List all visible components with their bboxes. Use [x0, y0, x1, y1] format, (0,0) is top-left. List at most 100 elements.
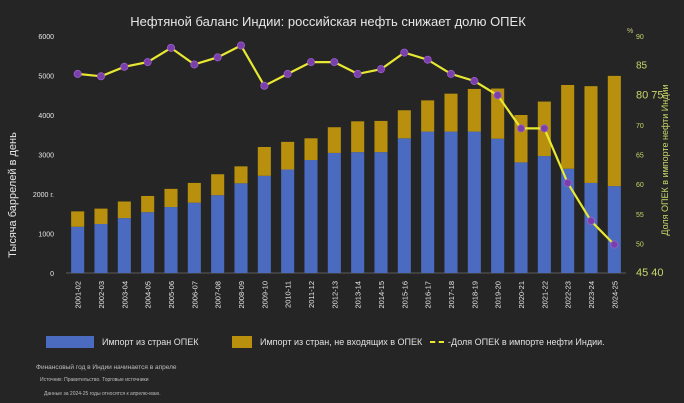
share-point-2012-13 [330, 58, 339, 67]
x-tick-label: 2007-08 [214, 281, 223, 309]
y-axis-label: Тысяча баррелей в день [7, 132, 19, 258]
x-tick-label: 2013-14 [354, 281, 363, 309]
legend-swatch-non-opec [232, 336, 252, 348]
x-tick-label: 2001-02 [74, 281, 83, 309]
x-tick-label: 2015-16 [400, 281, 409, 309]
share-point-2002-03 [97, 72, 106, 81]
bar-opec-2019-20 [491, 138, 505, 273]
x-tick-label: 2006-07 [190, 281, 199, 309]
data-period-note: Данные за 2024-25 годы относятся к апрел… [44, 391, 161, 397]
bar-non-opec-2016-17 [421, 100, 435, 132]
y2-tick-label: 85 [636, 61, 648, 72]
y2-tick-label: 90 [636, 34, 644, 41]
bar-non-opec-2004-05 [141, 195, 155, 213]
share-point-2023-24 [587, 216, 596, 225]
share-point-2015-16 [400, 48, 409, 57]
bar-opec-2005-06 [164, 207, 178, 273]
x-tick-label: 2005-06 [167, 281, 176, 309]
bar-non-opec-2008-09 [234, 166, 248, 184]
x-tick-label: 2024-25 [610, 281, 619, 309]
share-point-2007-08 [213, 53, 222, 62]
share-point-2010-11 [283, 69, 292, 78]
bar-non-opec-2001-02 [71, 211, 85, 227]
bar-non-opec-2024-25 [607, 75, 621, 187]
y2-tick-label: 60 [636, 182, 644, 189]
share-point-2014-15 [376, 65, 385, 74]
share-point-2017-18 [446, 69, 455, 78]
bar-opec-2010-11 [281, 169, 295, 273]
x-tick-label: 2009-10 [260, 281, 269, 309]
bar-non-opec-2012-13 [327, 127, 341, 153]
x-tick-label: 2014-15 [377, 281, 386, 309]
x-tick-label: 2017-18 [447, 281, 456, 309]
x-tick-label: 2019-20 [494, 281, 503, 309]
opec-share-line [77, 44, 616, 246]
source-note: Источник: Правительство. Торговые источн… [40, 377, 149, 383]
bar-non-opec-2002-03 [94, 208, 108, 225]
y-tick-label: 6000 [38, 34, 54, 41]
legend-label-share: -Доля ОПЕК в импорте нефти Индии. [448, 337, 605, 347]
bar-non-opec-2011-12 [304, 138, 318, 161]
bar-opec-2011-12 [304, 160, 318, 273]
legend-swatch-opec [46, 336, 94, 348]
y2-tick-label: 45 40 [636, 267, 664, 279]
bar-non-opec-2007-08 [211, 174, 225, 196]
bar-opec-2002-03 [94, 224, 108, 273]
x-tick-label: 2008-09 [237, 281, 246, 309]
y2-tick-label: 55 [636, 212, 644, 219]
chart-title: Нефтяной баланс Индии: российская нефть … [130, 14, 526, 29]
y2-tick-label: 80 75 [636, 89, 664, 101]
bar-non-opec-2010-11 [281, 141, 295, 170]
bar-opec-2024-25 [607, 186, 621, 273]
bar-opec-2015-16 [397, 138, 411, 273]
bar-opec-2016-17 [421, 131, 435, 273]
x-tick-label: 2004-05 [144, 281, 153, 309]
legend-item-share: -Доля ОПЕК в импорте нефти Индии. [430, 332, 605, 352]
y-tick-label: 5000 [38, 74, 54, 81]
share-point-2013-14 [353, 69, 362, 78]
fiscal-year-note: Финансовый год в Индии начинается в апре… [36, 364, 177, 371]
share-point-2019-20 [493, 91, 502, 100]
bar-opec-2022-23 [561, 168, 575, 273]
x-tick-label: 2022-23 [564, 281, 573, 309]
bar-non-opec-2018-19 [467, 88, 481, 132]
bar-non-opec-2017-18 [444, 93, 458, 132]
bar-opec-2014-15 [374, 152, 388, 273]
y-tick-label: 4000 [38, 113, 54, 120]
share-point-2021-22 [540, 124, 549, 133]
bar-non-opec-2022-23 [561, 84, 575, 169]
legend-item-non-opec: Импорт из стран, не входящих в ОПЕК [232, 332, 422, 352]
share-point-2001-02 [73, 69, 82, 78]
y-tick-label: 0 [50, 271, 54, 278]
bar-opec-2017-18 [444, 131, 458, 273]
y-tick-label: 1000 [38, 232, 54, 239]
x-tick-label: 2003-04 [120, 281, 129, 309]
bar-non-opec-2005-06 [164, 188, 178, 208]
share-point-2008-09 [236, 41, 245, 50]
bar-non-opec-2009-10 [257, 146, 271, 176]
bar-opec-2020-21 [514, 162, 528, 273]
bar-non-opec-2013-14 [351, 121, 365, 153]
bar-non-opec-2006-07 [187, 182, 201, 203]
x-tick-label: 2020-21 [517, 281, 526, 309]
x-tick-label: 2002-03 [97, 281, 106, 309]
y2-unit-label: % [627, 28, 633, 35]
bar-opec-2006-07 [187, 202, 201, 273]
share-point-2018-19 [470, 77, 479, 86]
bar-opec-2003-04 [117, 218, 131, 273]
bar-opec-2013-14 [351, 152, 365, 273]
y2-axis-label: Доля ОПЕК в импорте нефти Индии [660, 84, 670, 235]
x-tick-label: 2011-12 [307, 281, 316, 308]
y2-tick-label: 65 [636, 153, 644, 160]
bar-opec-2021-22 [537, 156, 551, 273]
bar-opec-2018-19 [467, 131, 481, 273]
y2-tick-label: 50 [636, 241, 644, 248]
share-point-2024-25 [610, 240, 619, 249]
bar-opec-2001-02 [71, 226, 85, 273]
bar-opec-2009-10 [257, 175, 271, 273]
bar-opec-2004-05 [141, 212, 155, 273]
share-point-2006-07 [190, 60, 199, 69]
bar-opec-2023-24 [584, 182, 598, 273]
x-tick-label: 2018-19 [470, 281, 479, 309]
